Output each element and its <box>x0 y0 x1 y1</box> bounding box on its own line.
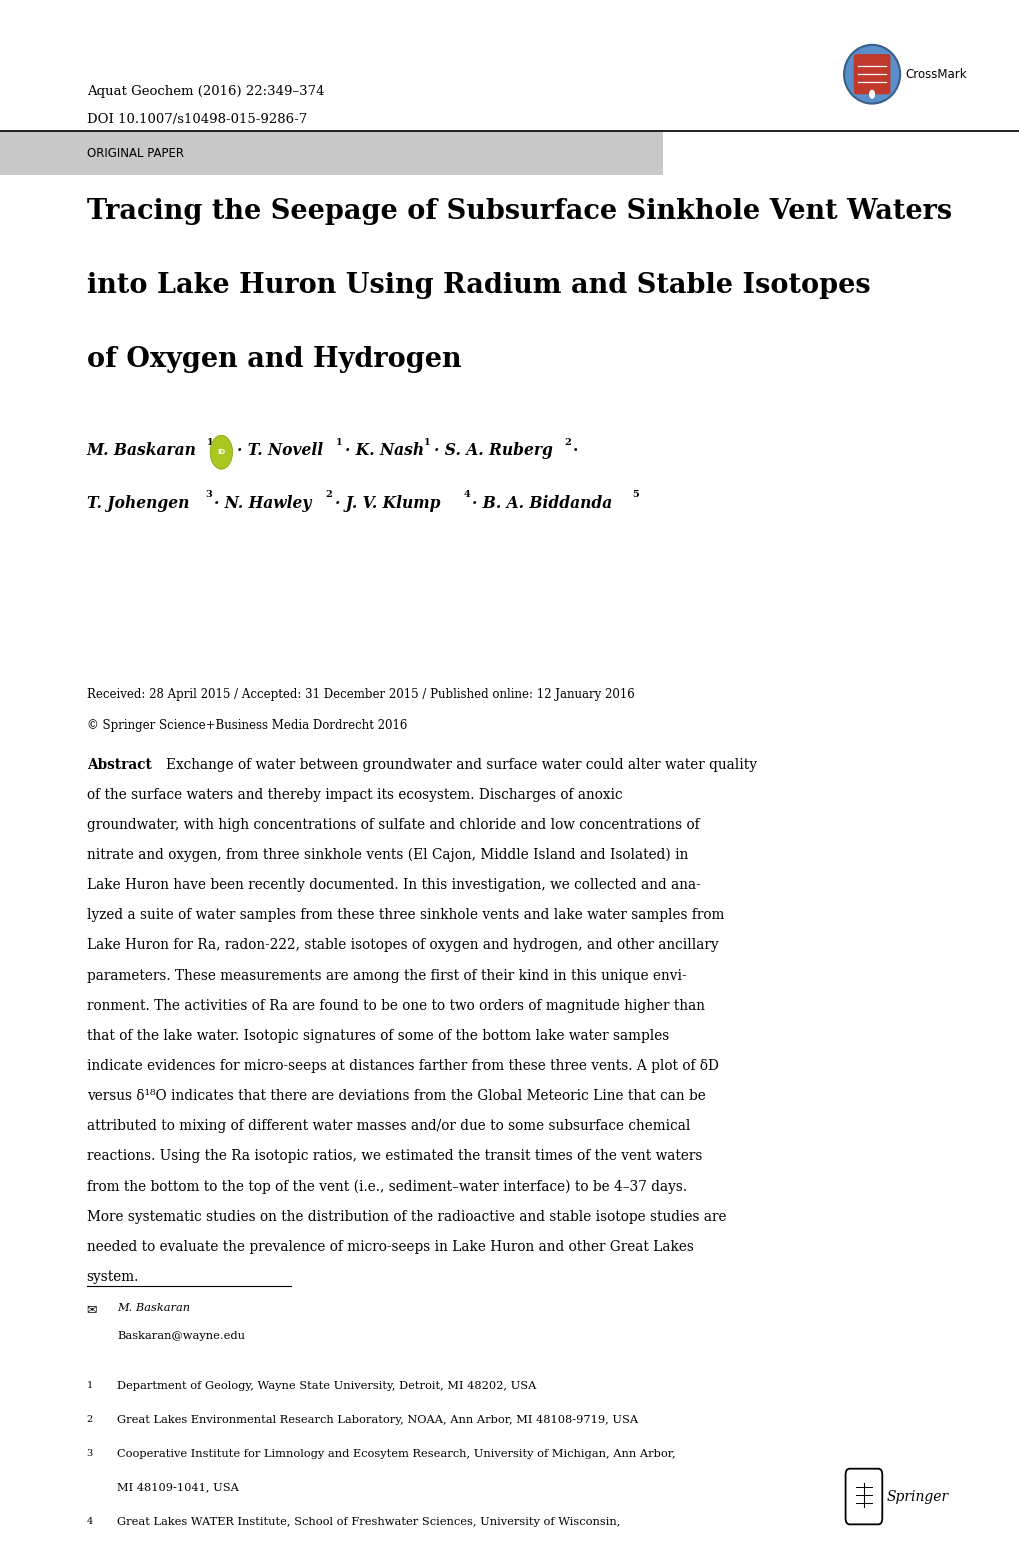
Text: groundwater, with high concentrations of sulfate and chloride and low concentrat: groundwater, with high concentrations of… <box>87 818 699 832</box>
Text: DOI 10.1007/s10498-015-9286-7: DOI 10.1007/s10498-015-9286-7 <box>87 113 307 125</box>
Text: 1: 1 <box>335 438 341 447</box>
Ellipse shape <box>844 45 900 104</box>
Text: Lake Huron have been recently documented. In this investigation, we collected an: Lake Huron have been recently documented… <box>87 878 700 892</box>
Text: reactions. Using the Ra isotopic ratios, we estimated the transit times of the v: reactions. Using the Ra isotopic ratios,… <box>87 1149 701 1164</box>
Text: Baskaran@wayne.edu: Baskaran@wayne.edu <box>117 1331 245 1340</box>
Text: MI 48109-1041, USA: MI 48109-1041, USA <box>117 1483 238 1492</box>
Text: attributed to mixing of different water masses and/or due to some subsurface che: attributed to mixing of different water … <box>87 1119 690 1133</box>
Text: indicate evidences for micro-seeps at distances farther from these three vents. : indicate evidences for micro-seeps at di… <box>87 1059 717 1073</box>
Text: © Springer Science+Business Media Dordrecht 2016: © Springer Science+Business Media Dordre… <box>87 719 407 731</box>
Text: M. Baskaran: M. Baskaran <box>87 442 197 459</box>
Text: Department of Geology, Wayne State University, Detroit, MI 48202, USA: Department of Geology, Wayne State Unive… <box>117 1381 536 1390</box>
Text: 5: 5 <box>632 490 639 499</box>
Text: Aquat Geochem (2016) 22:349–374: Aquat Geochem (2016) 22:349–374 <box>87 85 324 97</box>
Text: 2: 2 <box>325 490 332 499</box>
Text: Lake Huron for Ra, radon-222, stable isotopes of oxygen and hydrogen, and other : Lake Huron for Ra, radon-222, stable iso… <box>87 938 717 952</box>
Text: Abstract: Abstract <box>87 758 152 771</box>
Text: nitrate and oxygen, from three sinkhole vents (El Cajon, Middle Island and Isola: nitrate and oxygen, from three sinkhole … <box>87 847 688 863</box>
Text: lyzed a suite of water samples from these three sinkhole vents and lake water sa: lyzed a suite of water samples from thes… <box>87 909 723 923</box>
Text: ·: · <box>573 442 578 459</box>
Text: · N. Hawley: · N. Hawley <box>214 495 311 512</box>
Circle shape <box>210 434 232 470</box>
Text: Great Lakes WATER Institute, School of Freshwater Sciences, University of Wiscon: Great Lakes WATER Institute, School of F… <box>117 1517 621 1526</box>
Text: from the bottom to the top of the vent (i.e., sediment–water interface) to be 4–: from the bottom to the top of the vent (… <box>87 1180 686 1194</box>
Text: CrossMark: CrossMark <box>905 68 966 80</box>
Text: M. Baskaran: M. Baskaran <box>117 1303 191 1313</box>
Text: 1: 1 <box>424 438 430 447</box>
Text: 1: 1 <box>207 438 213 447</box>
Text: 2: 2 <box>87 1415 93 1424</box>
Text: system.: system. <box>87 1271 139 1285</box>
Text: Received: 28 April 2015 / Accepted: 31 December 2015 / Published online: 12 Janu: Received: 28 April 2015 / Accepted: 31 D… <box>87 688 634 700</box>
Text: Great Lakes Environmental Research Laboratory, NOAA, Ann Arbor, MI 48108-9719, U: Great Lakes Environmental Research Labor… <box>117 1415 638 1424</box>
Text: 3: 3 <box>87 1449 93 1458</box>
Text: · S. A. Ruberg: · S. A. Ruberg <box>433 442 552 459</box>
Text: into Lake Huron Using Radium and Stable Isotopes: into Lake Huron Using Radium and Stable … <box>87 272 869 298</box>
Text: · T. Novell: · T. Novell <box>236 442 322 459</box>
Text: of Oxygen and Hydrogen: of Oxygen and Hydrogen <box>87 346 461 373</box>
Text: of the surface waters and thereby impact its ecosystem. Discharges of anoxic: of the surface waters and thereby impact… <box>87 787 622 802</box>
Text: Tracing the Seepage of Subsurface Sinkhole Vent Waters: Tracing the Seepage of Subsurface Sinkho… <box>87 198 951 224</box>
Text: that of the lake water. Isotopic signatures of some of the bottom lake water sam: that of the lake water. Isotopic signatu… <box>87 1030 668 1044</box>
Text: needed to evaluate the prevalence of micro-seeps in Lake Huron and other Great L: needed to evaluate the prevalence of mic… <box>87 1240 693 1254</box>
Text: 1: 1 <box>87 1381 93 1390</box>
Text: 3: 3 <box>205 490 212 499</box>
Text: 4: 4 <box>463 490 470 499</box>
Text: · K. Nash: · K. Nash <box>344 442 424 459</box>
Text: versus δ¹⁸O indicates that there are deviations from the Global Meteoric Line th: versus δ¹⁸O indicates that there are dev… <box>87 1088 705 1104</box>
Text: More systematic studies on the distribution of the radioactive and stable isotop: More systematic studies on the distribut… <box>87 1209 726 1224</box>
FancyBboxPatch shape <box>0 131 662 175</box>
Text: T. Johengen: T. Johengen <box>87 495 189 512</box>
Text: ORIGINAL PAPER: ORIGINAL PAPER <box>87 147 183 159</box>
Text: · J. V. Klump: · J. V. Klump <box>334 495 439 512</box>
Text: ronment. The activities of Ra are found to be one to two orders of magnitude hig: ronment. The activities of Ra are found … <box>87 999 704 1013</box>
Text: Cooperative Institute for Limnology and Ecosytem Research, University of Michiga: Cooperative Institute for Limnology and … <box>117 1449 676 1458</box>
Circle shape <box>868 90 874 99</box>
Text: 2: 2 <box>564 438 571 447</box>
Text: · B. A. Biddanda: · B. A. Biddanda <box>472 495 612 512</box>
Text: Exchange of water between groundwater and surface water could alter water qualit: Exchange of water between groundwater an… <box>166 758 756 771</box>
Text: ✉: ✉ <box>87 1303 97 1316</box>
Text: 4: 4 <box>87 1517 93 1526</box>
Text: Springer: Springer <box>886 1489 948 1504</box>
Text: parameters. These measurements are among the first of their kind in this unique : parameters. These measurements are among… <box>87 968 686 983</box>
Text: iD: iD <box>217 450 225 455</box>
FancyBboxPatch shape <box>853 54 890 94</box>
